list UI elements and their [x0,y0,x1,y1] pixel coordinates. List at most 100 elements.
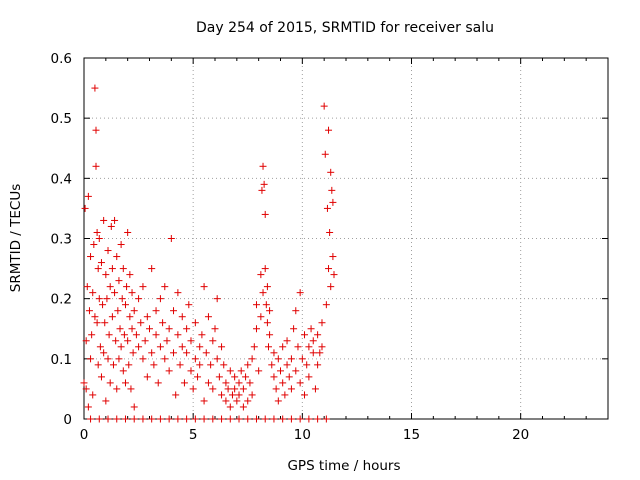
data-point [130,403,138,411]
data-point [196,361,204,369]
data-point [82,337,90,345]
data-point [325,126,333,134]
data-point [152,307,160,315]
data-point [101,319,109,327]
data-point [161,283,169,291]
y-tick-label: 0.1 [51,352,72,368]
data-point [258,186,266,194]
data-point [156,343,164,351]
data-point [263,319,271,327]
data-point [172,391,180,399]
data-point [85,307,93,315]
data-point [104,247,112,255]
data-point [222,397,230,405]
data-point [95,295,103,303]
data-point [259,289,267,297]
data-point [326,228,334,236]
data-point [204,379,212,387]
data-point [246,379,254,387]
data-point [150,361,158,369]
data-point [103,295,111,303]
data-point [156,295,164,303]
data-point [226,415,234,423]
data-point [135,295,143,303]
data-point [281,391,289,399]
data-point [115,277,123,285]
data-point [92,162,100,170]
data-point [143,373,151,381]
data-point [156,415,164,423]
data-point [139,283,147,291]
data-point [257,271,265,279]
data-point [252,301,260,309]
data-point [87,253,95,261]
data-point [213,295,221,303]
data-point [242,373,250,381]
data-point [174,331,182,339]
data-point [314,415,322,423]
data-point [187,367,195,375]
data-point [180,379,188,387]
data-point [132,331,140,339]
y-tick-label: 0.3 [51,232,72,248]
data-point [119,367,127,375]
data-point [218,415,226,423]
data-point [287,385,295,393]
data-point [141,337,149,345]
data-point [255,367,263,375]
data-point [305,373,313,381]
data-point [292,367,300,375]
data-point [163,337,171,345]
plot-frame [83,57,609,420]
data-point [128,325,136,333]
data-point [303,361,311,369]
data-point [277,367,284,375]
data-point [309,337,317,345]
data-point [126,313,134,321]
data-point [139,355,147,363]
data-point [159,319,167,327]
data-point [87,415,95,423]
data-point [257,313,265,321]
data-point [272,385,280,393]
data-point [84,192,92,200]
data-point [185,301,193,309]
data-point [109,361,117,369]
data-point [174,289,182,297]
data-point [152,331,160,339]
data-point [252,415,260,423]
data-point [279,415,287,423]
data-point [294,343,302,351]
data-point [323,204,331,212]
data-point [88,331,96,339]
data-point [292,307,300,315]
data-point [283,361,291,369]
data-point [108,313,116,321]
data-point [161,355,169,363]
data-point [84,403,92,411]
data-point [121,415,129,423]
data-point [296,415,304,423]
data-point [189,385,197,393]
data-point [228,391,236,399]
data-point [178,313,186,321]
data-point [124,337,132,345]
data-point [270,415,278,423]
data-point [129,349,137,357]
data-point [213,355,221,363]
data-point [130,307,138,315]
data-point [96,343,104,351]
data-point [124,228,132,236]
data-point [187,337,195,345]
data-point [94,265,102,273]
data-point [264,343,272,351]
data-point [204,313,212,321]
data-point [113,415,121,423]
data-point [108,265,116,273]
data-point [137,319,145,327]
data-point [322,301,330,309]
data-point [321,150,329,158]
data-point [314,361,322,369]
data-point [154,379,162,387]
x-tick-label: 15 [403,427,420,443]
